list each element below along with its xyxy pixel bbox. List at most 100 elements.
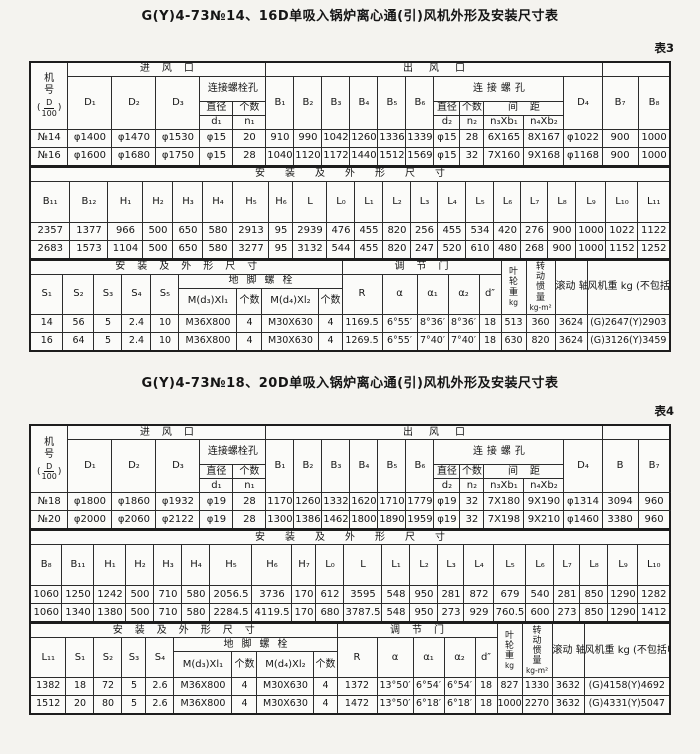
col-d1: d₁ [199,114,234,130]
cell: 2.6 [145,677,175,697]
cell: 9X210 [523,510,565,530]
cell: 10 [150,313,180,333]
cell: 1372 [336,677,378,697]
cell: 1620 [349,492,379,512]
column-label: L₃ [410,180,439,223]
col-alpha1: α₁ [412,637,445,679]
cell: 612 [315,585,345,605]
cell: 8°36′ [447,313,480,333]
table4-tag: 表4 [654,404,674,419]
col-bolt2-spec: M(d₄)Xl₂ [256,651,315,679]
document-page: G(Y)4-73№14、16D单吸入锅炉离心通(引)风机外形及安装尺寸表 表3 … [28,9,674,716]
col-B: B [601,439,639,494]
cell: 20 [232,128,267,148]
cell: 1377 [69,221,109,241]
col-D2: D₂ [111,439,157,494]
column-label: L [292,180,328,223]
col-B4: B₄ [349,75,379,130]
column-label: L₁ [354,180,384,223]
cell: 455 [354,239,384,260]
col-B7: B₇ [637,439,671,494]
cell: 13°50′ [376,695,414,715]
cell: 1260 [349,128,379,148]
col-n1: n₁ [232,478,267,494]
cell: 268 [520,239,549,260]
column-label: H₃ [153,544,183,587]
cell: 580 [181,603,211,623]
cell: 760.5 [493,603,527,623]
table-row: 2683 1573 1104 500 650 580 3277 95 3132 544 455 820… [29,239,671,260]
cell: 1040 [265,146,295,167]
cell: 5 [93,313,123,333]
cell: φ1460 [563,510,603,530]
col-alpha1: α₁ [416,273,449,315]
column-label: L₁₁ [637,180,671,223]
table3-band1: 机 号 (D 100) 进风口 出风口 D₁ D₂ D₃ 连接螺栓孔 B₁ B₂ … [28,60,672,167]
cell: 72 [93,677,123,697]
table-row: 1060 1340 1380 500 710 580 2284.5 4119.5 170 680 3… [29,603,671,623]
cell: 95 [268,221,294,241]
cell: φ1800 [67,492,113,512]
column-label: L₅ [493,544,527,587]
cell: φ1168 [563,146,603,167]
cell: 820 [382,221,412,241]
cell: 18 [478,313,502,333]
column-label: L₉ [575,180,607,223]
fan-weight-header: 风机重 kg (不包括电机) [583,622,671,679]
column-label: L₂ [382,180,412,223]
cell: 1252 [637,239,671,260]
cell: 1172 [321,146,351,167]
cell: 680 [315,603,345,623]
column-label: H₇ [291,544,317,587]
cell: №14 [29,128,69,148]
qty-label: 个数 [459,464,485,480]
column-label: L₃ [437,544,465,587]
cell: 1573 [69,239,109,260]
cell: 4 [313,677,338,697]
table-row: 1060 1250 1242 500 710 580 2056.5 3736 170 612 359… [29,585,671,605]
cell: 1282 [637,585,671,605]
column-label: B₁₁ [61,544,95,587]
col-D1: D₁ [67,439,113,494]
table-row: №20 φ2000 φ2060 φ2122 φ19 28 1300 1386 1462 1800 1… [29,510,671,530]
col-B2: B₂ [293,75,323,130]
cell: 1472 [336,695,378,715]
cell: 28 [232,146,267,167]
column-label: L₂ [409,544,439,587]
impeller-weight-header: 叶轮重 kg [496,622,523,679]
cell: 2939 [292,221,328,241]
cell: 1300 [265,510,295,530]
cell: 28 [232,510,267,530]
cell: 910 [265,128,295,148]
cell: 273 [437,603,465,623]
cell: 1250 [61,585,95,605]
cell: M36X800 [178,331,238,352]
cell: 32 [459,510,485,530]
cell: 960 [637,510,671,530]
column-label: H₅ [232,180,270,223]
cell: 28 [459,128,485,148]
cell: 9X168 [523,146,565,167]
cell: φ19 [199,492,234,512]
cell: 6°54′ [443,677,476,697]
cell: 4 [231,695,258,715]
cell: 3277 [232,239,270,260]
col-alpha2: α₂ [443,637,476,679]
table4-title: G(Y)4-73№18、20D单吸入锅炉离心通(引)风机外形及安装尺寸表 [141,375,559,391]
cell: 14 [29,313,64,333]
cell: 900 [601,146,639,167]
column-label: H₁ [93,544,127,587]
cell: 8°36′ [416,313,449,333]
cell: 455 [437,221,467,241]
table-row: 1512 20 80 5 2.6 M36X800 4 M30X630 4 1472 13°50′ 6°… [29,695,671,715]
col-B6: B₆ [405,75,435,130]
cell: 580 [181,585,211,605]
cell: 872 [463,585,495,605]
install-dims-header: 安装及外形尺寸 [29,166,671,182]
cell: M36X800 [173,677,233,697]
outlet-bolt-header: 连接螺孔 [433,439,565,466]
install-dims-header: 安装及外形尺寸 [29,259,343,275]
col-S3: S₃ [121,637,147,679]
column-label: H₁ [107,180,144,223]
dia-label: 直径 [199,464,234,480]
